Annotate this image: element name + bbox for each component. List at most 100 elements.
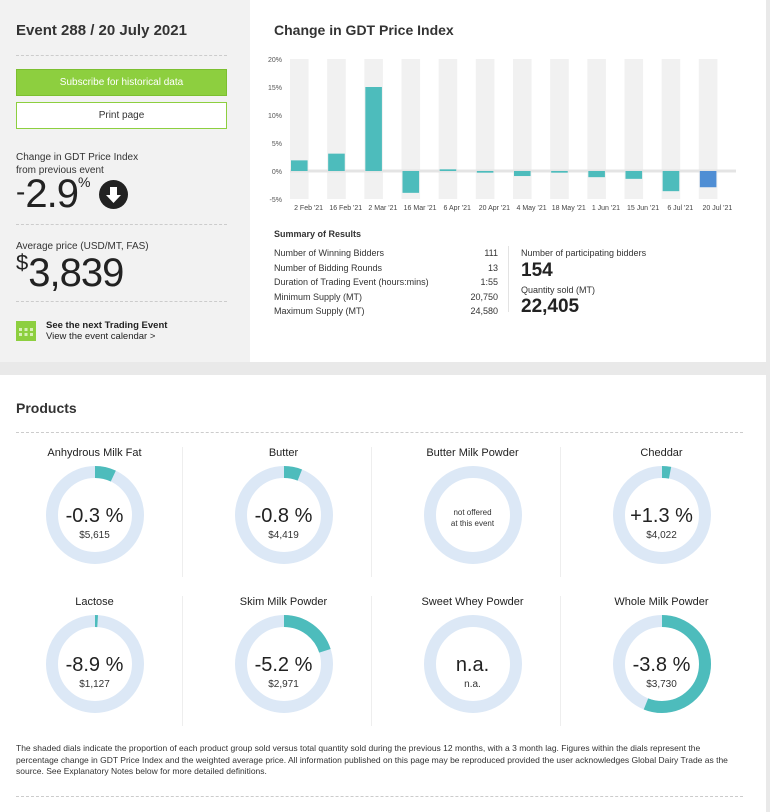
event-title: Event 288 / 20 July 2021 <box>16 22 187 39</box>
y-tick-label: -5% <box>270 197 282 204</box>
products-section: Products Anhydrous Milk Fat -0.3 % $5,615… <box>0 375 766 812</box>
x-tick-label: 2 Feb '21 <box>294 205 323 212</box>
dial-note: at this event <box>450 519 495 528</box>
avg-price-value: 3,839 <box>28 251 124 295</box>
chart-band <box>475 59 495 199</box>
product-name: Cheddar <box>640 447 683 459</box>
summary-value: 1:55 <box>480 277 498 288</box>
summary-heading: Summary of Results <box>274 229 362 239</box>
y-tick-label: 15% <box>268 85 282 92</box>
x-tick-label: 20 Apr '21 <box>479 205 510 212</box>
dial-price: $5,615 <box>79 530 110 541</box>
product-dial: Whole Milk Powder -3.8 % $3,730 <box>567 596 756 746</box>
bar-1[interactable] <box>328 153 345 171</box>
x-tick-label: 16 Mar '21 <box>404 205 437 212</box>
change-label-sub: from previous event <box>16 165 104 176</box>
product-name: Anhydrous Milk Fat <box>47 447 142 459</box>
y-tick-label: 0% <box>272 169 282 176</box>
chart-title: Change in GDT Price Index <box>274 22 454 38</box>
dial-note: not offered <box>453 508 492 517</box>
calendar-icon[interactable] <box>16 321 36 341</box>
chart-panel: Change in GDT Price Index 20% 15% 10% 5% 0% -… <box>250 0 766 362</box>
bar-4[interactable] <box>439 169 457 171</box>
dial-price: $1,127 <box>79 679 110 690</box>
dial-change: -0.3 % <box>65 505 124 527</box>
x-tick-label: 6 Jul '21 <box>667 205 693 212</box>
product-name: Lactose <box>75 596 114 608</box>
product-name: Butter Milk Powder <box>426 447 519 459</box>
x-tick-label: 4 May '21 <box>517 205 547 212</box>
bar-7[interactable] <box>551 171 568 173</box>
chart-band <box>624 59 644 199</box>
summary-label: Number of Winning Bidders <box>274 248 385 259</box>
chart-band <box>290 59 309 199</box>
y-tick-label: 10% <box>268 113 282 120</box>
avg-price-label: Average price (USD/MT, FAS) <box>16 241 149 252</box>
dial-change: -0.8 % <box>254 505 313 527</box>
zero-line <box>290 169 736 173</box>
chart-band <box>550 59 569 199</box>
change-sign: - <box>16 176 26 207</box>
y-tick-label: 20% <box>268 57 282 64</box>
product-name: Butter <box>268 447 299 459</box>
product-dial: Cheddar +1.3 % $4,022 <box>567 447 756 597</box>
dial-price: $4,022 <box>646 530 677 541</box>
bar-9[interactable] <box>625 171 643 179</box>
dial <box>45 615 144 713</box>
product-name: Skim Milk Powder <box>239 596 328 608</box>
chart-band <box>438 59 458 199</box>
summary-value: 24,580 <box>470 306 498 317</box>
summary-row: Duration of Trading Event (hours:mins) 1:… <box>274 275 498 290</box>
chart-band <box>401 59 421 199</box>
dials-footnote: The shaded dials indicate the proportion… <box>16 743 728 776</box>
product-dial: Sweet Whey Powder n.a. n.a. <box>378 596 567 746</box>
bar-0[interactable] <box>291 160 308 171</box>
bar-5[interactable] <box>476 171 494 173</box>
x-tick-label: 1 Jun '21 <box>592 205 620 212</box>
dial <box>234 466 333 564</box>
dial-price: $3,730 <box>646 679 677 690</box>
summary-value: 111 <box>484 248 498 259</box>
calendar-link[interactable]: View the event calendar > <box>46 331 156 342</box>
product-name: Sweet Whey Powder <box>421 596 524 608</box>
currency: $ <box>16 250 29 275</box>
dial-fill <box>45 615 144 713</box>
bar-11[interactable] <box>699 171 717 188</box>
participating-value: 154 <box>521 260 553 281</box>
summary-label: Duration of Trading Event (hours:mins) <box>274 277 429 288</box>
bar-8[interactable] <box>588 171 605 178</box>
arrow-down-circle-icon <box>99 180 128 209</box>
dial-price: $4,419 <box>268 530 299 541</box>
x-tick-label: 18 May '21 <box>552 205 586 212</box>
product-dial: Lactose -8.9 % $1,127 <box>0 596 189 746</box>
change-value: 2.9 <box>25 172 79 216</box>
dial-fill <box>612 615 711 713</box>
summary-label: Minimum Supply (MT) <box>274 291 363 302</box>
subscribe-button[interactable]: Subscribe for historical data <box>16 69 227 96</box>
chart-band <box>661 59 681 199</box>
product-dial: Skim Milk Powder -5.2 % $2,971 <box>189 596 378 746</box>
print-button[interactable]: Print page <box>16 102 227 129</box>
bar-10[interactable] <box>662 171 680 192</box>
dial <box>423 466 522 564</box>
dial-price: $2,971 <box>268 679 299 690</box>
bar-2[interactable] <box>365 87 382 171</box>
change-unit: % <box>77 174 91 190</box>
x-tick-label: 6 Apr '21 <box>444 205 472 212</box>
summary-label: Number of Bidding Rounds <box>274 262 383 273</box>
bar-3[interactable] <box>402 171 420 193</box>
bar-6[interactable] <box>514 171 531 177</box>
summary-table: Number of Winning Bidders 111 Number of Bi… <box>274 246 498 319</box>
product-dial: Butter Milk Powder not offered at this ev… <box>378 447 567 597</box>
chart-band <box>587 59 606 199</box>
summary-row: Maximum Supply (MT) 24,580 <box>274 304 498 319</box>
chart-band <box>513 59 532 199</box>
dial-fill <box>45 466 144 564</box>
quantity-label: Quantity sold (MT) <box>521 285 596 295</box>
next-event-label: See the next Trading Event <box>46 320 168 331</box>
product-dial: Butter -0.8 % $4,419 <box>189 447 378 597</box>
summary-row: Number of Winning Bidders 111 <box>274 246 498 261</box>
product-dial: Anhydrous Milk Fat -0.3 % $5,615 <box>0 447 189 597</box>
summary-row: Number of Bidding Rounds 13 <box>274 261 498 276</box>
summary-value: 20,750 <box>470 291 498 302</box>
